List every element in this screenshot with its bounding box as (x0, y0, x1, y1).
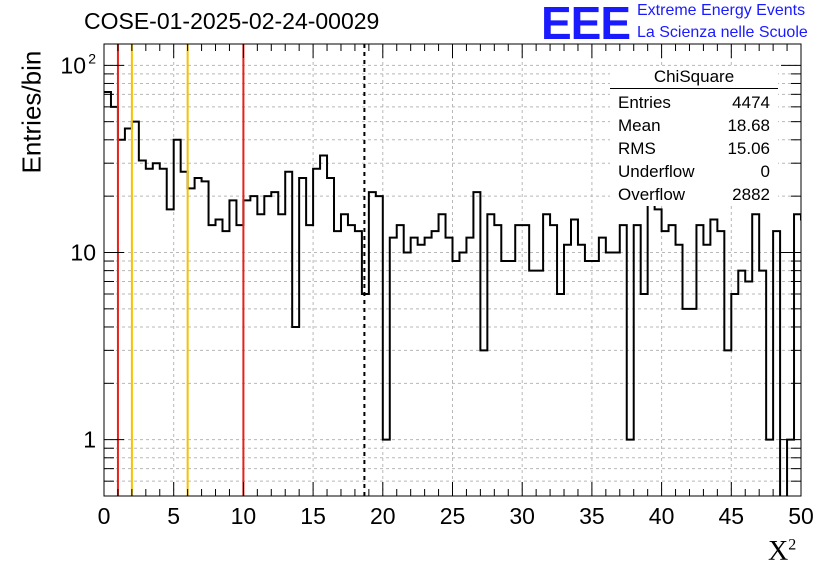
logo-line-1: Extreme Energy Events (637, 2, 806, 19)
x-tick-label: 5 (167, 503, 180, 529)
x-tick-label: 40 (649, 503, 675, 529)
stats-label: Mean (618, 116, 661, 135)
y-axis-label: Entries/bin (16, 50, 47, 174)
y-tick-label: 10 (70, 239, 96, 265)
stats-row-mean: Mean 18.68 (610, 114, 778, 137)
stats-label: Underflow (618, 162, 695, 181)
x-tick-label: 20 (370, 503, 396, 529)
x-tick-label: 45 (719, 503, 745, 529)
x-axis-label: Χ2 (768, 536, 796, 568)
chart-title: COSE-01-2025-02-24-00029 (84, 8, 380, 34)
axis-ticks (103, 44, 802, 497)
x-axis-label-text: Χ (768, 536, 789, 567)
stats-row-entries: Entries 4474 (610, 91, 778, 114)
x-tick-label: 25 (440, 503, 466, 529)
histogram-outline (104, 91, 801, 496)
eee-logo: EEE (541, 0, 631, 49)
stats-label: RMS (618, 139, 656, 158)
x-tick-label: 50 (788, 503, 814, 529)
x-tick-label: 30 (509, 503, 535, 529)
histogram-series (104, 91, 801, 496)
stats-title: ChiSquare (610, 66, 778, 89)
y-tick-label-exponent: 2 (88, 50, 96, 66)
stats-value: 18.68 (727, 116, 770, 135)
x-tick-label: 10 (231, 503, 257, 529)
logo-line-2: La Scienza nelle Scuole (637, 24, 808, 41)
stats-value: 4474 (732, 93, 770, 112)
grid-lines (104, 44, 801, 497)
stats-box: ChiSquare Entries 4474 Mean 18.68 RMS 15.06… (610, 66, 778, 206)
reference-lines (116, 44, 366, 496)
stats-row-overflow: Overflow 2882 (610, 183, 778, 206)
stats-value: 2882 (732, 185, 770, 204)
stats-value: 0 (760, 162, 770, 181)
stats-value: 15.06 (727, 139, 770, 158)
stats-row-underflow: Underflow 0 (610, 160, 778, 183)
stats-label: Overflow (618, 185, 686, 204)
x-tick-label: 0 (98, 503, 111, 529)
stats-label: Entries (618, 93, 671, 112)
x-tick-label: 35 (579, 503, 605, 529)
x-axis-label-sup: 2 (788, 536, 797, 554)
y-tick-label: 1 (83, 427, 96, 453)
y-tick-label: 10 (60, 52, 86, 78)
stats-row-rms: RMS 15.06 (610, 137, 778, 160)
x-tick-label: 15 (300, 503, 326, 529)
